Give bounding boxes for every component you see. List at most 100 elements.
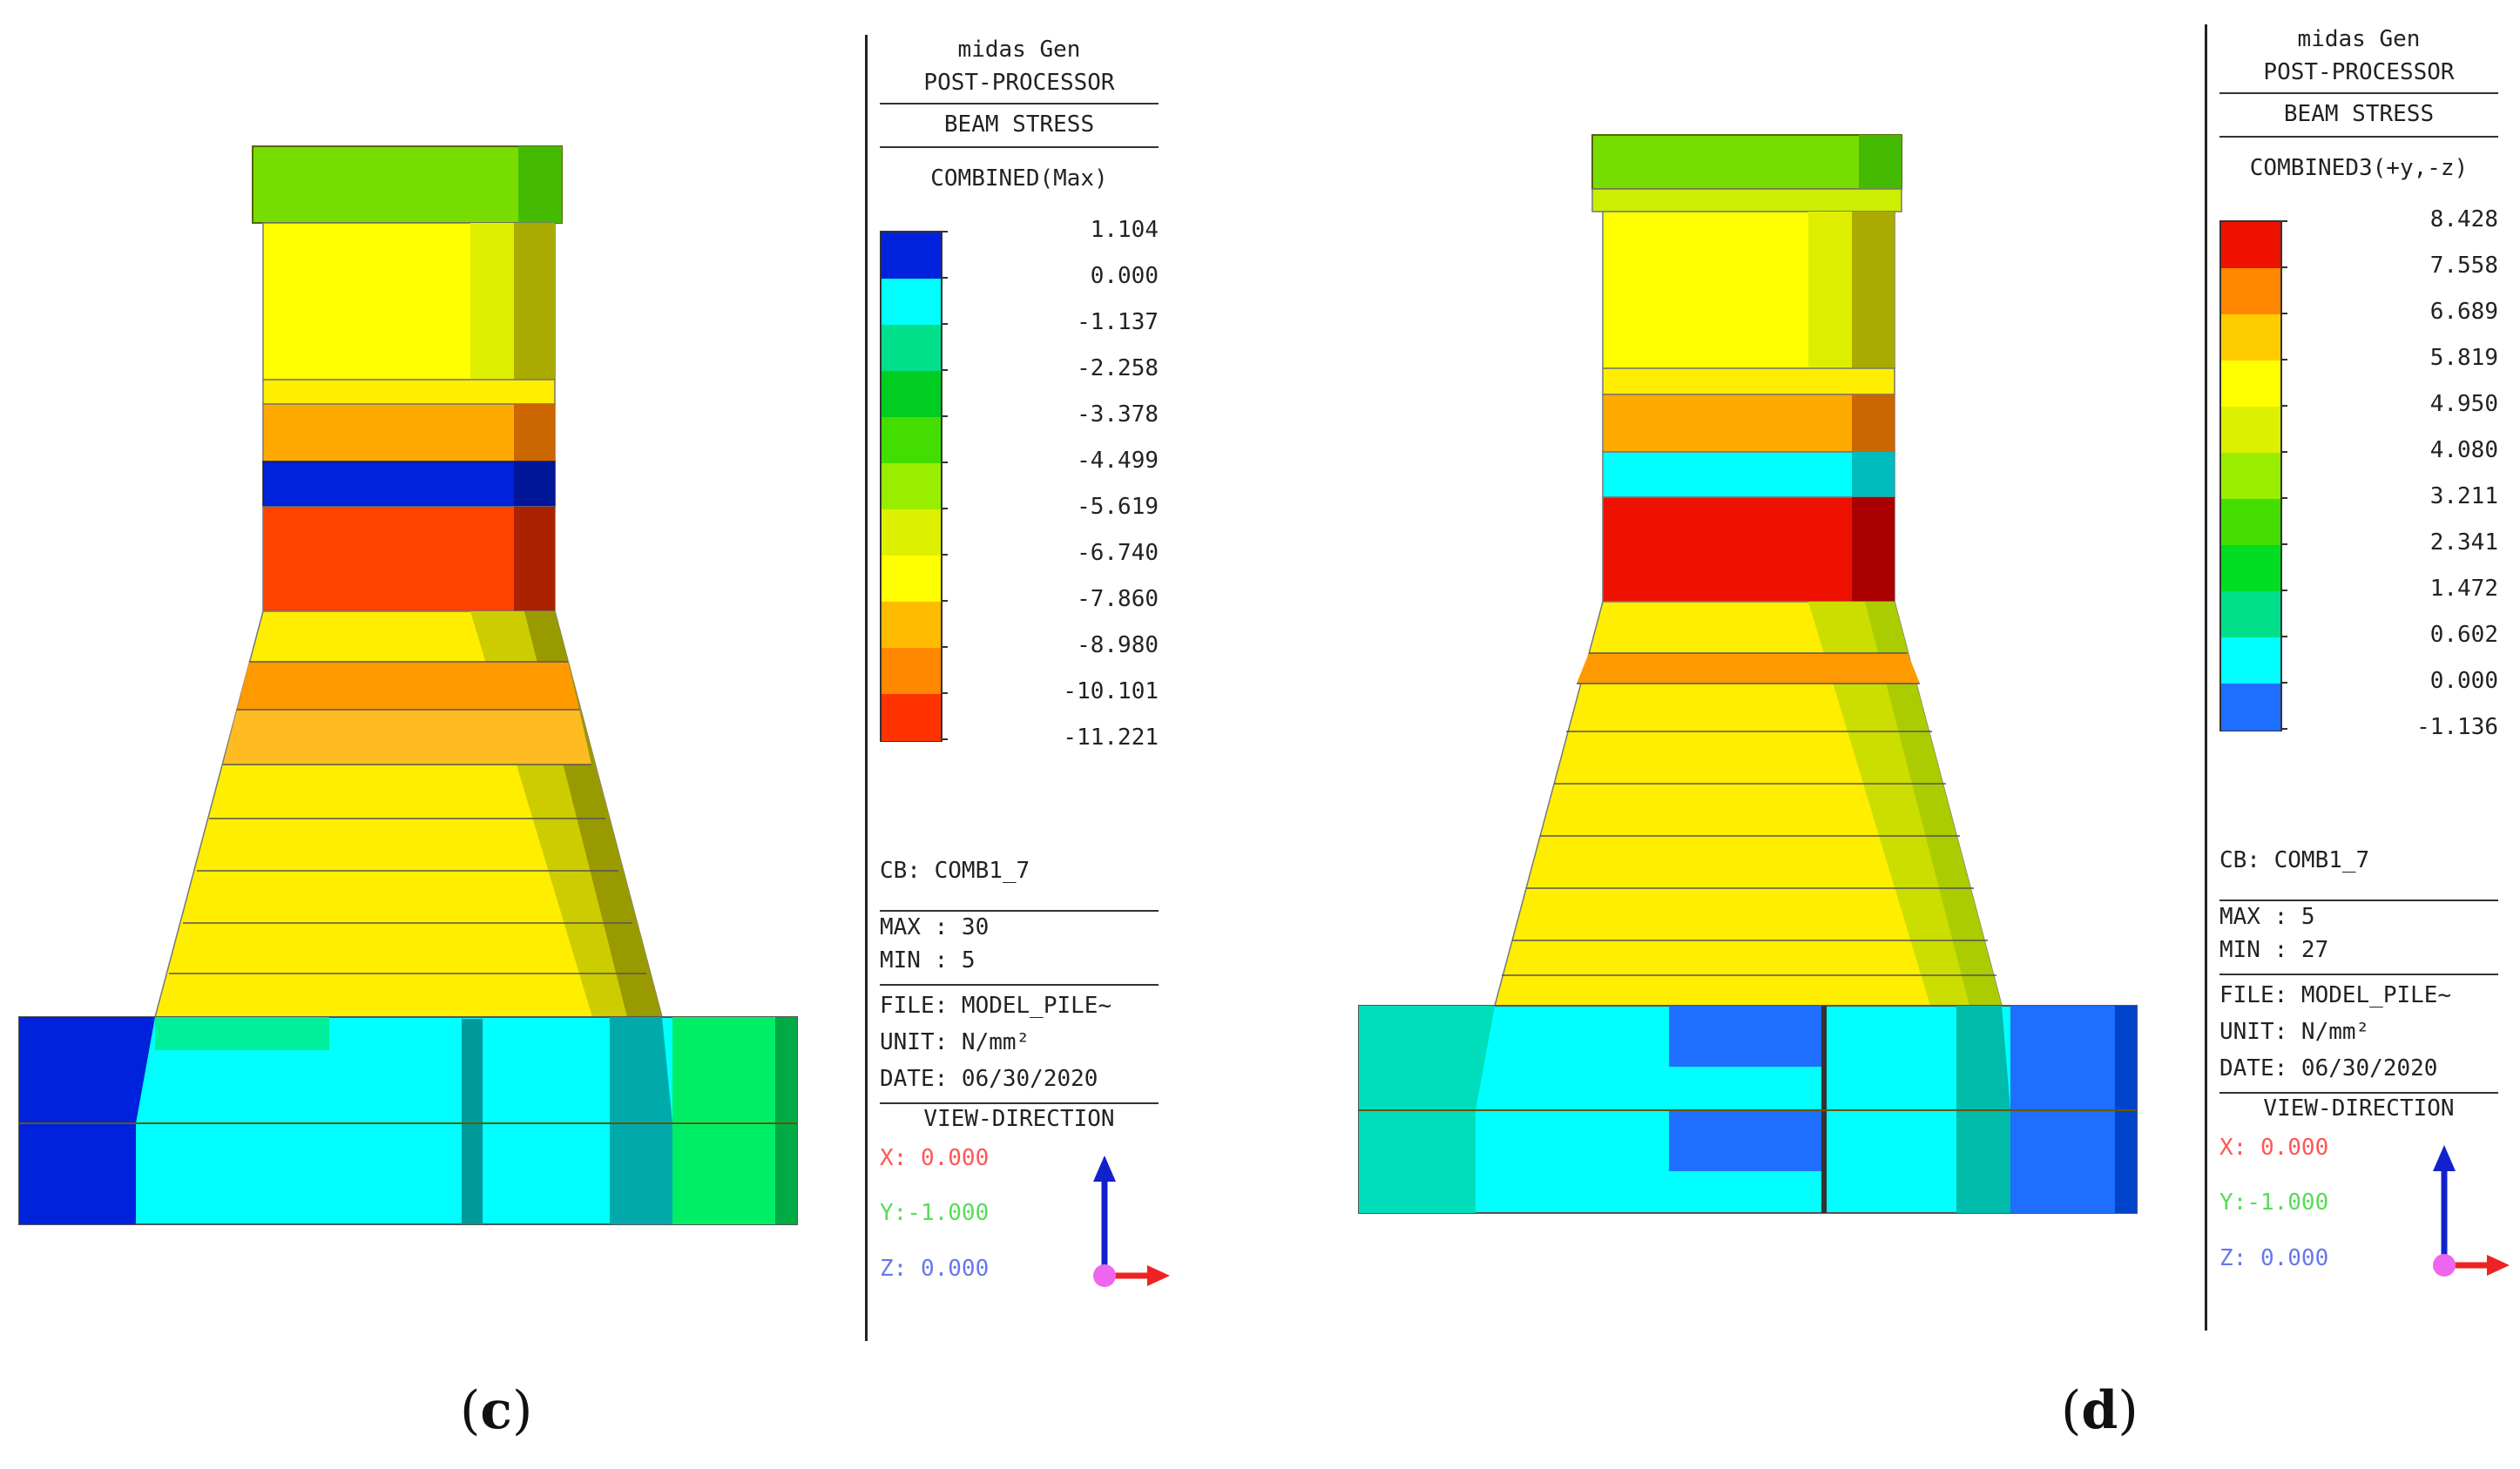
scale-value: -7.860 <box>1077 586 1159 612</box>
scale-swatch <box>882 648 941 695</box>
view-z: Z: 0.000 <box>880 1256 990 1282</box>
scale-tick <box>2280 590 2287 591</box>
scale-tick <box>2280 543 2287 545</box>
view-x: X: 0.000 <box>880 1145 990 1171</box>
scale-swatch <box>882 556 941 603</box>
min-element: MIN : 27 <box>2219 937 2329 963</box>
view-direction-title: VIEW-DIRECTION <box>2263 1095 2455 1122</box>
color-scale <box>2219 220 2282 731</box>
scale-swatch <box>2221 591 2280 638</box>
scale-tick <box>941 462 948 463</box>
divider <box>880 146 1159 148</box>
scale-tick <box>2280 682 2287 684</box>
scale-tick <box>941 277 948 279</box>
legend-divider <box>865 35 868 1341</box>
scale-swatch <box>2221 684 2280 731</box>
date-label: DATE: 06/30/2020 <box>880 1066 1098 1092</box>
divider <box>2219 92 2498 94</box>
scale-swatch <box>2221 545 2280 592</box>
scale-tick <box>941 646 948 648</box>
scale-swatch <box>2221 499 2280 546</box>
scale-value: 1.472 <box>2429 576 2498 602</box>
scale-tick <box>941 231 948 232</box>
result-type: BEAM STRESS <box>2283 101 2435 127</box>
divider <box>880 1102 1159 1104</box>
scale-tick <box>2280 359 2287 361</box>
view-y: Y:-1.000 <box>2219 1189 2329 1216</box>
file-name: FILE: MODEL_PILE~ <box>880 993 1112 1019</box>
stress-model-c <box>18 145 798 1225</box>
legend-d: midas Gen POST-PROCESSOR BEAM STRESS COM… <box>2219 24 2510 1331</box>
scale-value: 2.341 <box>2429 529 2498 556</box>
scale-tick <box>2280 220 2287 222</box>
scale-swatch <box>882 694 941 741</box>
color-scale <box>880 231 942 742</box>
panel-caption: (c) <box>460 1380 533 1441</box>
scale-tick <box>2280 451 2287 453</box>
load-combination: CB: COMB1_7 <box>880 858 1030 884</box>
panel-caption: (d) <box>2061 1380 2138 1441</box>
module-name: POST-PROCESSOR <box>923 70 1115 96</box>
divider <box>2219 136 2498 138</box>
scale-tick <box>941 415 948 417</box>
scale-value: -11.221 <box>1063 724 1159 751</box>
axis-triad-icon <box>1093 1156 1170 1287</box>
program-name: midas Gen <box>957 37 1081 63</box>
scale-swatch <box>2221 637 2280 684</box>
scale-value: -8.980 <box>1077 632 1159 658</box>
scale-value: 6.689 <box>2429 299 2498 325</box>
scale-tick <box>2280 728 2287 730</box>
scale-swatch <box>882 417 941 464</box>
scale-swatch <box>882 232 941 280</box>
scale-swatch <box>2221 314 2280 361</box>
scale-swatch <box>2221 407 2280 454</box>
scale-value: -2.258 <box>1077 355 1159 381</box>
max-element: MAX : 5 <box>2219 904 2315 930</box>
scale-value: 3.211 <box>2429 483 2498 509</box>
scale-tick <box>2280 636 2287 637</box>
divider <box>880 984 1159 986</box>
panel-d: midas Gen POST-PROCESSOR BEAM STRESS COM… <box>1260 0 2520 1469</box>
scale-tick <box>941 738 948 740</box>
scale-swatch <box>882 602 941 649</box>
scale-swatch <box>882 371 941 418</box>
divider <box>2219 900 2498 901</box>
scale-value: -6.740 <box>1077 540 1159 566</box>
scale-tick <box>941 692 948 694</box>
axis-triad-icon <box>2433 1145 2510 1277</box>
divider <box>880 910 1159 912</box>
scale-value: -5.619 <box>1077 494 1159 520</box>
scale-swatch <box>2221 222 2280 269</box>
file-name: FILE: MODEL_PILE~ <box>2219 982 2452 1008</box>
scale-value: -1.137 <box>1077 309 1159 335</box>
divider <box>2219 1092 2498 1094</box>
scale-swatch <box>2221 268 2280 315</box>
scale-value: -1.136 <box>2416 714 2498 740</box>
scale-value: 0.000 <box>2429 668 2498 694</box>
load-combination: CB: COMB1_7 <box>2219 847 2370 873</box>
legend-divider <box>2205 24 2207 1331</box>
stress-model-d <box>1358 134 2138 1214</box>
divider <box>2219 974 2498 975</box>
min-element: MIN : 5 <box>880 947 976 974</box>
scale-value: -10.101 <box>1063 678 1159 704</box>
view-x: X: 0.000 <box>2219 1135 2329 1161</box>
scale-value: 8.428 <box>2429 206 2498 232</box>
scale-tick <box>941 554 948 556</box>
scale-tick <box>941 369 948 371</box>
component-name: COMBINED(Max) <box>930 165 1108 192</box>
panel-c: midas Gen POST-PROCESSOR BEAM STRESS COM… <box>18 35 1170 1441</box>
scale-tick <box>2280 266 2287 268</box>
scale-value: 0.602 <box>2429 622 2498 648</box>
max-element: MAX : 30 <box>880 914 990 940</box>
scale-value: 4.950 <box>2429 391 2498 417</box>
scale-swatch <box>882 325 941 372</box>
scale-tick <box>941 508 948 509</box>
view-z: Z: 0.000 <box>2219 1245 2329 1271</box>
divider <box>880 103 1159 104</box>
scale-value: 4.080 <box>2429 437 2498 463</box>
unit-label: UNIT: N/mm² <box>2219 1019 2370 1045</box>
scale-value: -3.378 <box>1077 401 1159 428</box>
unit-label: UNIT: N/mm² <box>880 1029 1030 1055</box>
scale-value: 0.000 <box>1090 263 1159 289</box>
